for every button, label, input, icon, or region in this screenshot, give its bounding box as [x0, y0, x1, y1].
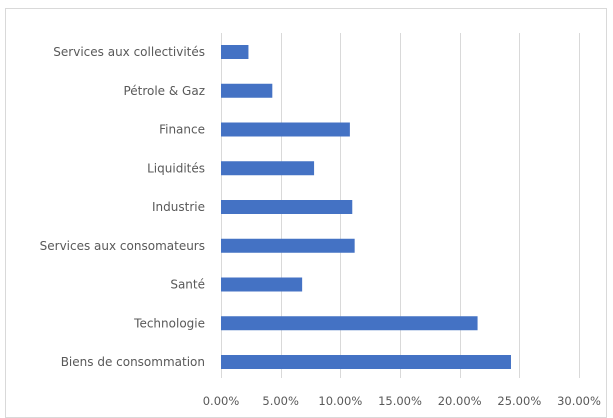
bar	[221, 200, 353, 214]
bar	[221, 316, 478, 331]
x-tick-label: 5.00%	[262, 394, 299, 408]
category-label: Santé	[170, 278, 205, 292]
category-label: Pétrole & Gaz	[123, 84, 205, 98]
bar	[221, 83, 273, 98]
bar	[221, 161, 315, 176]
category-label: Technologie	[133, 316, 205, 330]
bar	[221, 355, 511, 369]
x-tick-label: 0.00%	[203, 394, 240, 408]
x-tick-label: 10.00%	[318, 394, 362, 408]
bar	[221, 238, 355, 253]
category-label: Liquidités	[147, 161, 205, 175]
x-tick-label: 20.00%	[438, 394, 482, 408]
category-label: Industrie	[152, 200, 205, 214]
bar	[221, 277, 303, 292]
x-tick-label: 15.00%	[378, 394, 422, 408]
x-tick-label: 30.00%	[557, 394, 601, 408]
category-label: Biens de consommation	[61, 355, 205, 369]
bar	[221, 122, 350, 137]
x-tick-label: 25.00%	[497, 394, 541, 408]
category-label: Finance	[159, 123, 205, 137]
category-label: Services aux consomateurs	[40, 239, 205, 253]
bar	[221, 45, 249, 59]
category-label: Services aux collectivités	[53, 45, 205, 59]
